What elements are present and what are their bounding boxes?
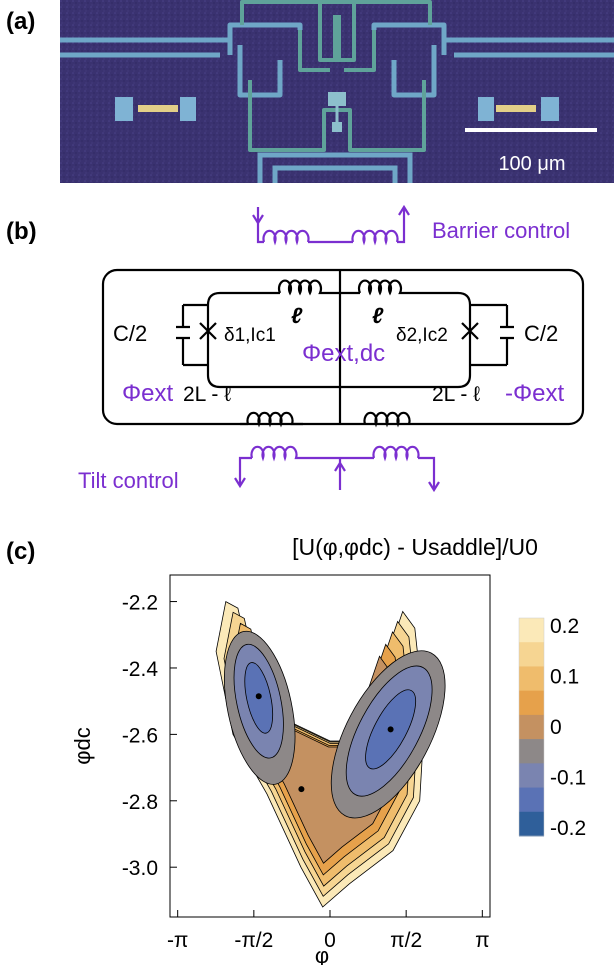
y-axis-label: φdc	[70, 727, 95, 765]
inductor-left-label: 2L - ℓ	[183, 383, 231, 406]
y-tick-label: -2.4	[122, 658, 159, 681]
arrow-down-icon	[234, 477, 246, 489]
colorbar-swatch	[519, 787, 544, 813]
colorbar-swatch	[519, 618, 544, 643]
colorbar-tick-label: 0.2	[550, 615, 579, 638]
colorbar-tick-label: 0	[550, 716, 562, 739]
y-tick-label: -2.8	[122, 791, 158, 814]
inductor-ell-right-label: ℓ	[372, 303, 384, 328]
y-tick-label: -3.0	[122, 857, 158, 880]
micrograph-panel: 100 μm	[60, 0, 614, 183]
x-tick-label: 0	[324, 929, 336, 952]
flux-dc-label: Φext,dc	[302, 340, 385, 367]
junction-right-icon	[461, 322, 479, 340]
x-tick-label: π	[475, 929, 490, 952]
chart-title: [U(φ,φdc) - Usaddle]/U0	[292, 534, 538, 560]
x-axis-label: φ	[315, 943, 329, 965]
arrow-down-icon	[428, 481, 440, 493]
arrow-up-icon	[398, 204, 410, 216]
colorbar-swatch	[519, 666, 544, 692]
colorbar-swatch	[519, 811, 544, 837]
contour-chart: [U(φ,φdc) - Usaddle]/U0 -π -π/2 0 π/2 π -2.2…	[70, 534, 586, 968]
y-tick-label: -2.6	[122, 724, 158, 747]
capacitor-left-label: C/2	[113, 321, 147, 346]
y-axis-ticks: -2.2 -2.4 -2.6 -2.8 -3.0	[122, 592, 177, 880]
colorbar: 0.2 0.1 0 -0.1 -0.2	[518, 615, 586, 840]
inductor-right-label: 2L - ℓ	[432, 383, 480, 406]
barrier-control-line	[252, 204, 410, 246]
circuit-panel: Barrier control C/2 C/2 ℓ ℓ δ1,Ic1 δ2,Ic…	[0, 195, 614, 505]
capacitor-right-label: C/2	[524, 321, 558, 346]
x-tick-label: -π/2	[234, 929, 273, 952]
contour-plot-panel: [U(φ,φdc) - Usaddle]/U0 -π -π/2 0 π/2 π -2.2…	[0, 525, 614, 968]
circuit-diagram: Barrier control C/2 C/2 ℓ ℓ δ1,Ic1 δ2,Ic…	[78, 204, 585, 493]
colorbar-swatch	[519, 714, 544, 740]
inductor-ell-left-label: ℓ	[291, 303, 303, 328]
arrow-up-icon	[334, 460, 346, 472]
micrograph-image: 100 μm	[60, 0, 614, 183]
circuit-wires	[101, 268, 585, 428]
left-minimum-point	[255, 693, 262, 700]
flux-right-label: -Φext	[505, 380, 564, 407]
tilt-control-label: Tilt control	[78, 468, 179, 493]
colorbar-swatch	[519, 763, 544, 789]
barrier-control-label: Barrier control	[432, 218, 570, 243]
panel-label-b: (b)	[6, 218, 37, 245]
contour-fills	[215, 600, 446, 908]
colorbar-tick-label: 0.1	[550, 666, 579, 689]
panel-label-a: (a)	[6, 8, 36, 35]
x-tick-label: -π	[167, 929, 188, 952]
junction-left-label: δ1,Ic1	[224, 325, 276, 346]
colorbar-swatch	[519, 642, 544, 667]
arrow-down-icon	[252, 214, 264, 226]
panel-label-c: (c)	[6, 538, 36, 565]
saddle-point	[298, 786, 305, 793]
right-minimum-point	[387, 726, 394, 733]
flux-left-label: Φext	[122, 380, 173, 407]
colorbar-tick-label: -0.1	[550, 767, 586, 790]
colorbar-swatch	[519, 739, 544, 764]
junction-right-label: δ2,Ic2	[396, 325, 448, 346]
tilt-control-line	[234, 445, 440, 493]
x-tick-label: π/2	[390, 929, 422, 952]
scalebar-label: 100 μm	[498, 153, 565, 175]
extrema-points	[255, 693, 394, 793]
colorbar-tick-label: -0.2	[550, 817, 586, 840]
junction-left-icon	[199, 322, 217, 340]
x-axis-ticks: -π -π/2 0 π/2 π	[167, 910, 490, 952]
colorbar-swatch	[519, 690, 544, 716]
y-tick-label: -2.2	[122, 592, 158, 615]
